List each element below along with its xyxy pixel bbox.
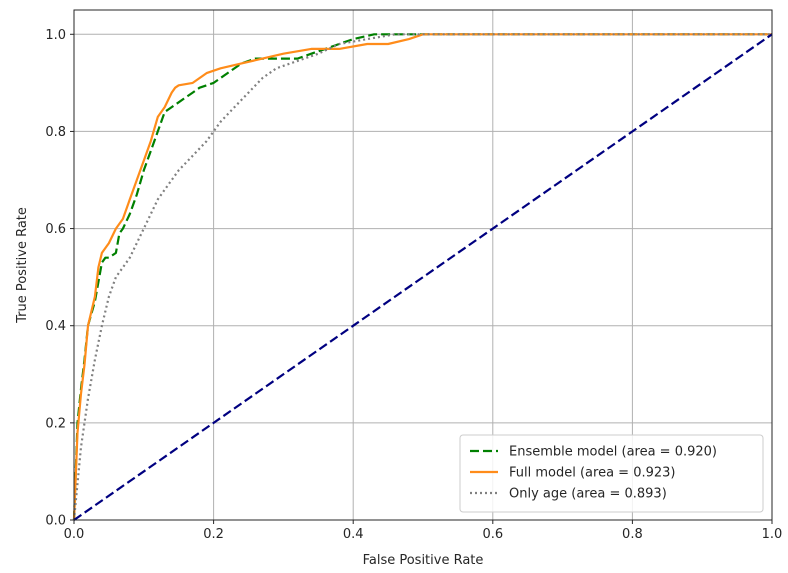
y-tick-label: 1.0 [45,28,66,43]
x-tick-label: 1.0 [762,527,783,542]
legend-entry: Full model (area = 0.923) [509,466,675,481]
legend-box [459,434,764,513]
tick-layer: 0.0 0.2 0.4 0.6 0.8 1.0 0.0 0.2 0.4 0.6 0.8 1.0 [45,28,782,542]
x-tick-label: 0.2 [203,527,224,542]
y-tick-label: 0.6 [45,222,66,237]
x-tick-label: 0.8 [622,527,643,542]
axes-frame [73,9,773,521]
legend-entry: Ensemble model (area = 0.920) [509,445,717,460]
x-tick-label: 0.0 [64,527,85,542]
series-layer [72,33,773,521]
chance-diagonal-line [73,33,773,521]
x-tick-label: 0.6 [482,527,503,542]
y-tick-label: 0.8 [45,125,66,140]
series-line-2 [72,33,772,521]
series-line-0 [72,33,772,521]
y-axis-label: True Positive Rate [15,207,30,324]
y-tick-label: 0.2 [45,416,66,431]
x-axis-label: False Positive Rate [363,553,484,568]
legend: Ensemble model (area = 0.920) Full model … [459,434,764,513]
y-tick-label: 0.4 [45,319,66,334]
legend-entry: Only age (area = 0.893) [509,487,667,502]
x-tick-label: 0.4 [343,527,364,542]
y-tick-label: 0.0 [45,514,66,529]
